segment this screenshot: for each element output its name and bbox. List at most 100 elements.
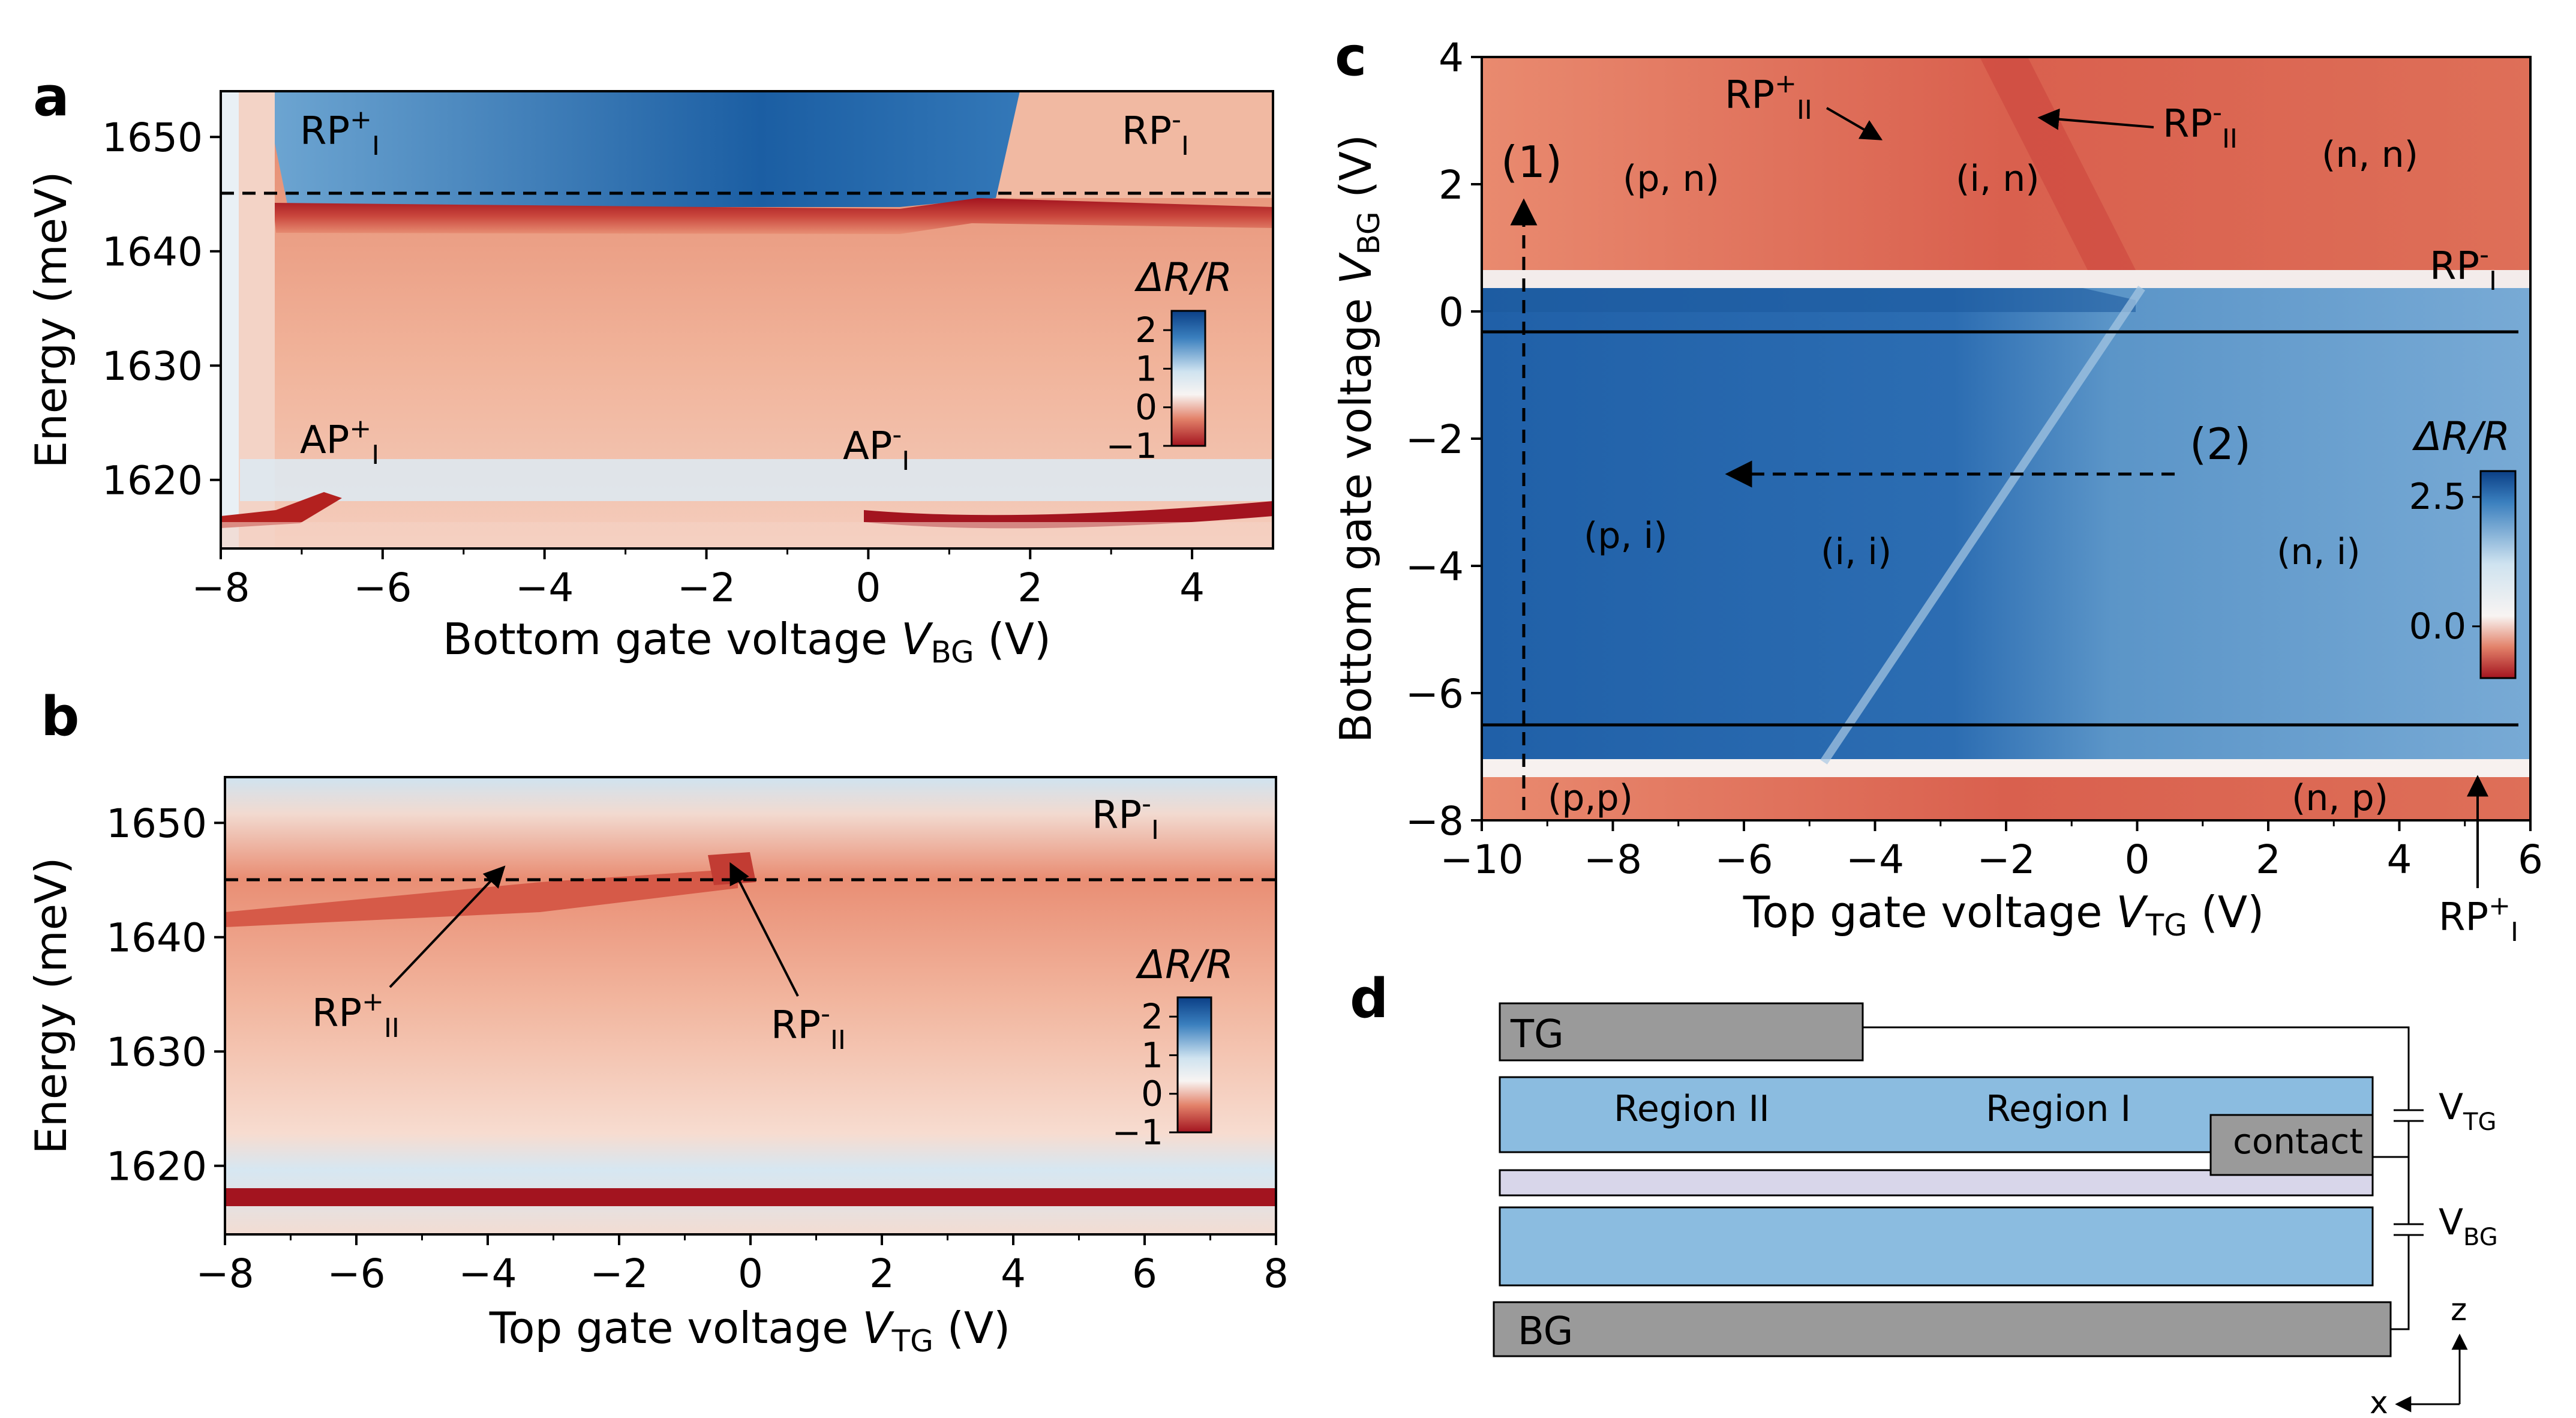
- heatmap-c: [1482, 57, 2530, 820]
- x-tick-label-c-1: −8: [1584, 837, 1642, 883]
- x-tick-label-b-8: 8: [1263, 1251, 1289, 1297]
- annotation-rp-minus-ii-c: RP-II: [2163, 97, 2238, 154]
- region-label-pi: (p, i): [1584, 515, 1668, 557]
- x-tick-label-b-3: −2: [590, 1251, 648, 1297]
- x-tick-label-a-0: −8: [191, 565, 250, 611]
- x-tick-label-a-6: 4: [1179, 565, 1205, 611]
- top-gate-label: TG: [1510, 1012, 1564, 1057]
- x-tick-label-a-1: −6: [353, 565, 412, 611]
- v-tg-label: VTG: [2439, 1086, 2496, 1136]
- heatmap-b: [225, 777, 1276, 1234]
- colorbar-label-b: ΔR/R: [1135, 942, 1233, 988]
- x-tick-label-b-1: −6: [327, 1251, 385, 1297]
- circuit-wiring: [1863, 1026, 2424, 1330]
- y-tick-label-a-1: 1630: [102, 343, 203, 389]
- x-tick-label-b-0: −8: [196, 1251, 254, 1297]
- x-tick-label-a-5: 2: [1017, 565, 1043, 611]
- contact: [2209, 1114, 2374, 1176]
- arrow-rp-minus-ii-b: [729, 862, 799, 997]
- y-tick-label-c-3: −2: [1406, 416, 1464, 463]
- x-tick-label-b-2: −4: [458, 1251, 517, 1297]
- colorbar-tick-label-1-1: 1: [1141, 1035, 1163, 1075]
- axis-x-label: x: [2370, 1385, 2388, 1418]
- panel-label-c: c: [1335, 25, 1367, 88]
- top-gate: [1499, 1002, 1864, 1062]
- annotation-rp-plus-i-c: RP+I: [2439, 891, 2518, 948]
- panel-label-d: d: [1350, 967, 1388, 1030]
- colorbar-tick-label-0-0: 2: [1135, 310, 1157, 350]
- colorbar-label-a: ΔR/R: [1134, 254, 1232, 301]
- x-tick-label-b-5: 2: [869, 1251, 894, 1297]
- colorbar-tick-label-1-0: 2: [1141, 996, 1163, 1037]
- y-tick-label-b-2: 1640: [106, 915, 207, 961]
- x-tick-label-b-4: 0: [738, 1251, 763, 1297]
- x-axis-label-a: Bottom gate voltage VBG (V): [443, 614, 1051, 670]
- colorbar-c: ΔR/R 2.5 0.0: [2409, 413, 2517, 679]
- path-label-2: (2): [2190, 419, 2251, 469]
- arrow-rp-minus-ii-c: [2037, 108, 2154, 130]
- annotation-rp-minus-i-c: RP-I: [2430, 239, 2497, 296]
- y-tick-label-b-0: 1620: [106, 1144, 207, 1190]
- y-tick-label-c-0: −8: [1406, 798, 1464, 844]
- v-bg-label: VBG: [2439, 1201, 2498, 1251]
- arrow-rp-plus-ii-b: [389, 865, 506, 988]
- x-tick-label-c-8: 6: [2518, 837, 2543, 883]
- y-tick-label-c-6: 4: [1439, 35, 1464, 81]
- x-tick-label-c-6: 2: [2256, 837, 2281, 883]
- region-label-nn: (n, n): [2322, 134, 2418, 176]
- x-tick-label-c-0: −10: [1440, 837, 1523, 883]
- colorbar-b: ΔR/R 210−1: [1112, 942, 1234, 1153]
- y-tick-label-c-5: 2: [1439, 162, 1464, 208]
- y-axis-label-b: Energy (meV): [26, 858, 76, 1155]
- region-label-np: (n, p): [2292, 777, 2388, 819]
- panel-b: b −8 −6 −4 −2 0 2 4 6 8 1620 1630 1640 1650 Top gate…: [26, 685, 1289, 1359]
- annotation-ap-plus-i-a: AP+I: [300, 413, 379, 470]
- colorbar-a: ΔR/R 210−1: [1106, 254, 1233, 466]
- annotation-rp-minus-i-b: RP-I: [1092, 789, 1159, 846]
- x-tick-label-c-2: −6: [1715, 837, 1773, 883]
- colorbar-tick-label-1-2: 0: [1141, 1074, 1163, 1114]
- panel-label-b: b: [41, 685, 79, 748]
- axes-b: −8 −6 −4 −2 0 2 4 6 8 1620 1630 1640 1650: [106, 801, 1289, 1297]
- colorbar-tick-label-0-2: 0: [1135, 387, 1157, 428]
- x-axis-label-b: Top gate voltage VTG (V): [489, 1303, 1010, 1359]
- colorbar-label-c: ΔR/R: [2412, 413, 2510, 460]
- x-tick-label-a-4: 0: [855, 565, 881, 611]
- annotation-rp-plus-ii-c: RP+II: [1725, 68, 1812, 125]
- annotation-rp-minus-ii-b: RP-II: [771, 999, 846, 1056]
- x-tick-label-a-3: −2: [677, 565, 735, 611]
- bottom-gate-label: BG: [1518, 1309, 1573, 1354]
- region-label-pn: (p, n): [1623, 158, 1719, 200]
- region-i-label: Region I: [1986, 1088, 2131, 1130]
- region-label-ii: (i, i): [1821, 531, 1892, 573]
- y-tick-label-a-2: 1640: [102, 229, 203, 275]
- y-tick-label-c-4: 0: [1439, 289, 1464, 335]
- colorbar-tick-label-0-3: −1: [1106, 425, 1158, 466]
- bottom-gate: [1493, 1301, 2392, 1357]
- x-tick-label-c-4: −2: [1977, 837, 2035, 883]
- y-tick-label-b-3: 1650: [106, 801, 207, 847]
- panel-d: d TG Region II Region I contact BG VTG V…: [1350, 967, 2498, 1418]
- x-tick-label-b-6: 4: [1001, 1251, 1026, 1297]
- axes-a: −8 −6 −4 −2 0 2 4 1620 1630 1640 1650: [102, 115, 1205, 611]
- arrow-rp-plus-ii-c: [1826, 107, 1883, 140]
- y-tick-label-c-1: −6: [1406, 671, 1464, 717]
- x-tick-label-a-2: −4: [515, 565, 574, 611]
- x-tick-label-c-5: 0: [2125, 837, 2150, 883]
- colorbar-tick-label-2-0: 2.5: [2409, 476, 2466, 518]
- colorbar-tick-label-0-1: 1: [1135, 348, 1157, 389]
- x-axis-label-c: Top gate voltage VTG (V): [1743, 887, 2264, 943]
- y-tick-label-c-2: −4: [1406, 544, 1464, 590]
- panel-a: a −8 −6 −4 −2 0 2 4 1620 1630 1640 1650 Bottom gat…: [26, 65, 1274, 670]
- annotation-rp-plus-i-a: RP+I: [300, 104, 380, 161]
- y-axis-label-c: Bottom gate voltage VBG (V): [1331, 134, 1386, 743]
- y-tick-label-b-1: 1630: [106, 1029, 207, 1075]
- annotation-rp-minus-i-a: RP-I: [1122, 104, 1189, 161]
- y-axis-label-a: Energy (meV): [26, 172, 76, 469]
- region-ii-label: Region II: [1614, 1088, 1770, 1130]
- colorbar-tick-label-2-1: 0.0: [2409, 605, 2466, 647]
- panel-label-a: a: [33, 65, 70, 128]
